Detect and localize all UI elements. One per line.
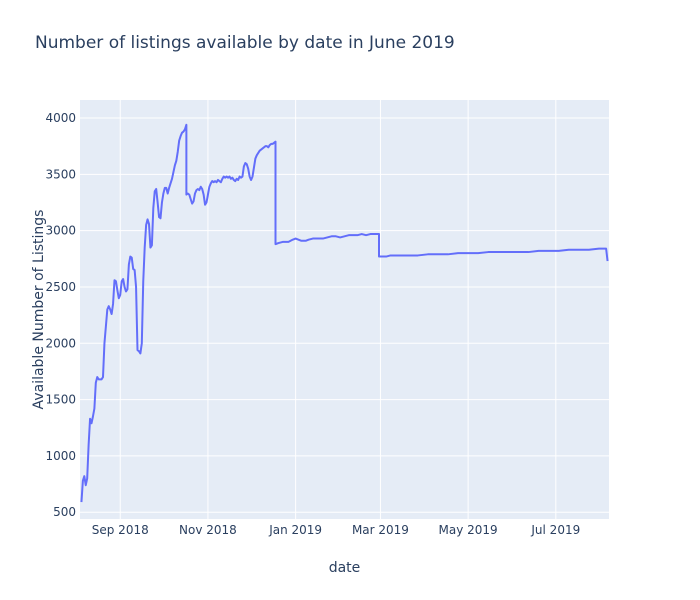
y-tick-label: 3500 bbox=[45, 167, 76, 181]
x-tick-label: Mar 2019 bbox=[352, 523, 409, 537]
series-layer bbox=[80, 123, 609, 503]
y-tick-label: 1000 bbox=[45, 449, 76, 463]
x-tick-label: Nov 2018 bbox=[179, 523, 237, 537]
y-tick-label: 2000 bbox=[45, 336, 76, 350]
y-tick-label: 2500 bbox=[45, 280, 76, 294]
x-axis-title: date bbox=[329, 560, 361, 576]
y-tick-label: 4000 bbox=[45, 111, 76, 125]
y-tick-label: 500 bbox=[53, 505, 76, 519]
y-tick-label: 3000 bbox=[45, 224, 76, 238]
y-axis-title: Available Number of Listings bbox=[31, 210, 47, 410]
chart-title: Number of listings available by date in … bbox=[35, 33, 455, 53]
x-tick-labels: Sep 2018 Nov 2018 Jan 2019 Mar 2019 May 2019… bbox=[92, 523, 580, 537]
x-tick-label: Jan 2019 bbox=[268, 523, 322, 537]
x-tick-label: Jul 2019 bbox=[530, 523, 580, 537]
x-tick-label: Sep 2018 bbox=[92, 523, 149, 537]
y-tick-label: 1500 bbox=[45, 393, 76, 407]
y-tick-labels: 500 1000 1500 2000 2500 3000 3500 4000 bbox=[45, 111, 76, 519]
x-gridlines bbox=[119, 100, 557, 519]
series-line bbox=[80, 123, 609, 503]
y-gridlines bbox=[80, 117, 609, 513]
x-tick-label: May 2019 bbox=[439, 523, 498, 537]
plot-background bbox=[80, 100, 609, 519]
